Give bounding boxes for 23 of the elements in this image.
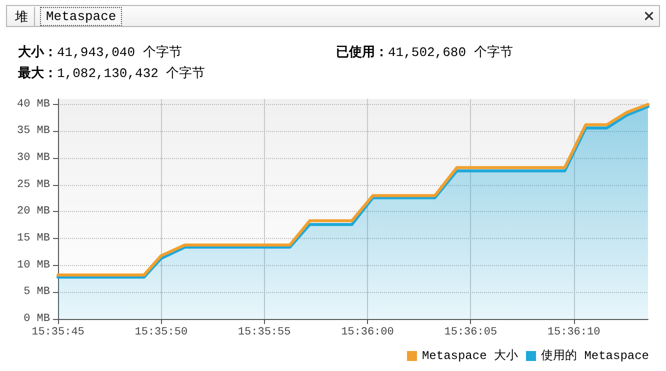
y-tick-label: 0 MB (24, 313, 50, 325)
text: 堆 (9, 7, 35, 27)
y-tick-label: 10 MB (16, 259, 50, 272)
y-tick-label: 20 MB (16, 206, 50, 218)
x-tick-label: 15:35:55 (238, 326, 291, 338)
legend-label: 使用的 Metaspace (540, 349, 650, 363)
text: 已使用：41,502,680 个字节 (336, 45, 513, 60)
y-tick-label: 5 MB (24, 286, 50, 298)
text: Metaspace (40, 7, 122, 26)
y-tick-label: 25 MB (16, 178, 50, 191)
y-tick-label: 40 MB (16, 98, 50, 110)
x-tick-label: 15:36:00 (341, 326, 394, 338)
text: 大小：41,943,040 个字节 (18, 45, 182, 60)
y-tick-label: 30 MB (16, 152, 50, 164)
x-tick-label: 15:35:45 (32, 326, 84, 338)
y-tick-label: 15 MB (16, 232, 50, 245)
line-series (56, 102, 650, 276)
x-tick-label: 15:35:50 (134, 326, 188, 338)
legend-label: Metaspace 大小 (422, 349, 518, 363)
x-tick-label: 15:36:10 (547, 326, 600, 338)
text: 最大：1,082,130,432 个字节 (18, 66, 206, 81)
y-tick-label: 35 MB (16, 125, 50, 138)
x-tick-label: 15:36:05 (444, 326, 498, 338)
